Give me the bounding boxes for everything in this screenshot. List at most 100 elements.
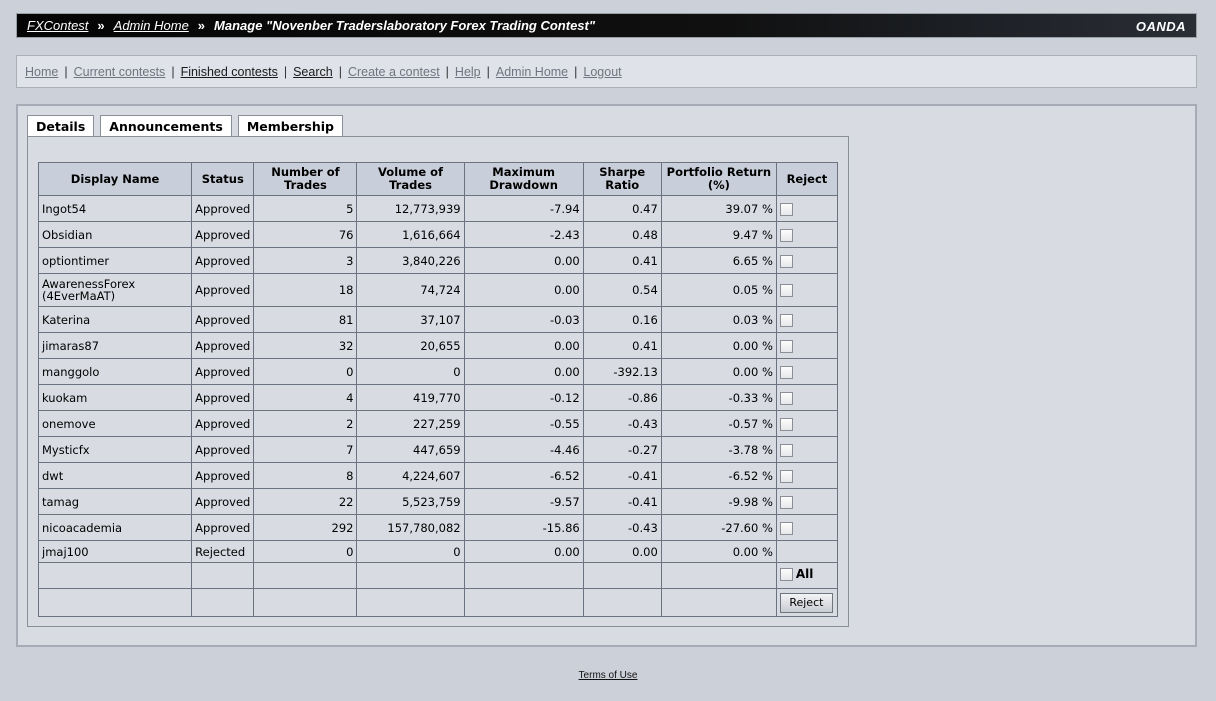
table-row: Obsidian Approved 76 1,616,664 -2.43 0.48 9.47…	[37, 221, 839, 248]
empty-cell	[37, 588, 193, 617]
portfolio-return-cell: 39.07 %	[660, 195, 777, 222]
nav-link-admin-home[interactable]: Admin Home	[495, 64, 569, 79]
empty-cell	[463, 562, 584, 589]
trade-volume-cell: 1,616,664	[356, 221, 465, 248]
sharpe-ratio-cell: -0.43	[582, 410, 662, 437]
nav-separator: |	[64, 64, 68, 79]
trade-volume-cell: 5,523,759	[356, 488, 465, 515]
reject-checkbox[interactable]	[779, 339, 793, 353]
max-drawdown-cell: -7.94	[463, 195, 584, 222]
sharpe-ratio-cell: 0.41	[582, 247, 662, 274]
reject-cell	[775, 247, 839, 274]
trades-count-cell: 3	[253, 247, 358, 274]
trade-volume-cell: 419,770	[356, 384, 465, 411]
display-name-cell: manggolo	[37, 358, 193, 385]
empty-cell	[582, 588, 662, 617]
reject-checkbox[interactable]	[779, 365, 793, 379]
reject-checkbox[interactable]	[779, 313, 793, 327]
empty-cell	[582, 562, 662, 589]
trades-count-cell: 8	[253, 462, 358, 489]
nav-link-help[interactable]: Help	[454, 64, 481, 79]
status-cell: Approved	[191, 195, 255, 222]
select-all-control: All	[779, 567, 813, 581]
portfolio-return-cell: 0.00 %	[660, 332, 777, 359]
nav-link-search[interactable]: Search	[293, 64, 333, 79]
trades-count-cell: 0	[253, 358, 358, 385]
reject-checkbox[interactable]	[779, 228, 793, 242]
nav-separator: |	[574, 64, 578, 79]
trades-count-cell: 4	[253, 384, 358, 411]
reject-checkbox[interactable]	[779, 417, 793, 431]
empty-cell	[191, 588, 255, 617]
tab-announcements[interactable]: Announcements	[100, 115, 232, 137]
reject-checkbox[interactable]	[779, 469, 793, 483]
column-header: Sharpe Ratio	[582, 162, 662, 196]
column-header: Display Name	[37, 162, 193, 196]
trade-volume-cell: 0	[356, 540, 465, 563]
reject-cell	[775, 540, 839, 563]
reject-button-cell: Reject	[775, 588, 839, 617]
trades-count-cell: 32	[253, 332, 358, 359]
empty-cell	[463, 588, 584, 617]
breadcrumb-root-link[interactable]: FXContest	[27, 18, 89, 33]
select-all-cell: All	[775, 562, 839, 589]
reject-checkbox[interactable]	[779, 495, 793, 509]
reject-cell	[775, 514, 839, 541]
status-cell: Approved	[191, 410, 255, 437]
table-row: nicoacademia Approved 292 157,780,082 -15.86…	[37, 514, 839, 541]
empty-cell	[660, 588, 777, 617]
status-cell: Approved	[191, 332, 255, 359]
reject-checkbox[interactable]	[779, 521, 793, 535]
reject-cell	[775, 332, 839, 359]
reject-checkbox[interactable]	[779, 443, 793, 457]
top-nav: Home | Current contests | Finished contests |…	[16, 55, 1197, 88]
display-name-cell: kuokam	[37, 384, 193, 411]
empty-cell	[37, 562, 193, 589]
reject-checkbox[interactable]	[779, 202, 793, 216]
reject-checkbox[interactable]	[779, 254, 793, 268]
trade-volume-cell: 74,724	[356, 273, 465, 307]
breadcrumb-separator: »	[97, 18, 105, 33]
status-cell: Approved	[191, 247, 255, 274]
nav-link-logout[interactable]: Logout	[583, 64, 622, 79]
table-row: Mysticfx Approved 7 447,659 -4.46 -0.27 -3.78 …	[37, 436, 839, 463]
select-all-row: All	[37, 562, 839, 589]
reject-button[interactable]: Reject	[779, 592, 833, 613]
reject-checkbox[interactable]	[779, 391, 793, 405]
display-name-cell: Obsidian	[37, 221, 193, 248]
sharpe-ratio-cell: -0.43	[582, 514, 662, 541]
trade-volume-cell: 447,659	[356, 436, 465, 463]
empty-cell	[660, 562, 777, 589]
max-drawdown-cell: -0.55	[463, 410, 584, 437]
nav-link-finished-contests[interactable]: Finished contests	[180, 64, 278, 79]
reject-cell	[775, 195, 839, 222]
table-row: Ingot54 Approved 5 12,773,939 -7.94 0.47 39.07…	[37, 195, 839, 222]
nav-separator: |	[445, 64, 449, 79]
nav-link-current-contests[interactable]: Current contests	[73, 64, 166, 79]
sharpe-ratio-cell: 0.41	[582, 332, 662, 359]
display-name-cell: jmaj100	[37, 540, 193, 563]
sharpe-ratio-cell: 0.16	[582, 306, 662, 333]
tab-details[interactable]: Details	[27, 115, 95, 137]
tab-membership[interactable]: Membership	[237, 115, 343, 138]
display-name-cell: Ingot54	[37, 195, 193, 222]
trades-count-cell: 292	[253, 514, 358, 541]
table-header-row: Display Name Status Number of Trades Volume…	[37, 162, 839, 196]
reject-cell	[775, 358, 839, 385]
max-drawdown-cell: -6.52	[463, 462, 584, 489]
select-all-checkbox[interactable]	[779, 567, 793, 581]
portfolio-return-cell: -9.98 %	[660, 488, 777, 515]
sharpe-ratio-cell: -0.41	[582, 462, 662, 489]
nav-link-create-a-contest[interactable]: Create a contest	[347, 64, 440, 79]
table-row: tamag Approved 22 5,523,759 -9.57 -0.41 -9.98 …	[37, 488, 839, 515]
nav-link-home[interactable]: Home	[25, 64, 59, 79]
table-row: AwarenessForex (4EverMaAT) Approved 18 74,7…	[37, 273, 839, 307]
column-header: Volume of Trades	[356, 162, 465, 196]
header-bar: FXContest » Admin Home » Manage "Novenbe…	[16, 13, 1197, 38]
nav-separator: |	[486, 64, 490, 79]
reject-checkbox[interactable]	[779, 284, 793, 297]
table-row: optiontimer Approved 3 3,840,226 0.00 0.41 6.6…	[37, 247, 839, 274]
max-drawdown-cell: 0.00	[463, 540, 584, 563]
terms-of-use-link[interactable]: Terms of Use	[578, 670, 638, 681]
breadcrumb-admin-link[interactable]: Admin Home	[113, 18, 189, 33]
